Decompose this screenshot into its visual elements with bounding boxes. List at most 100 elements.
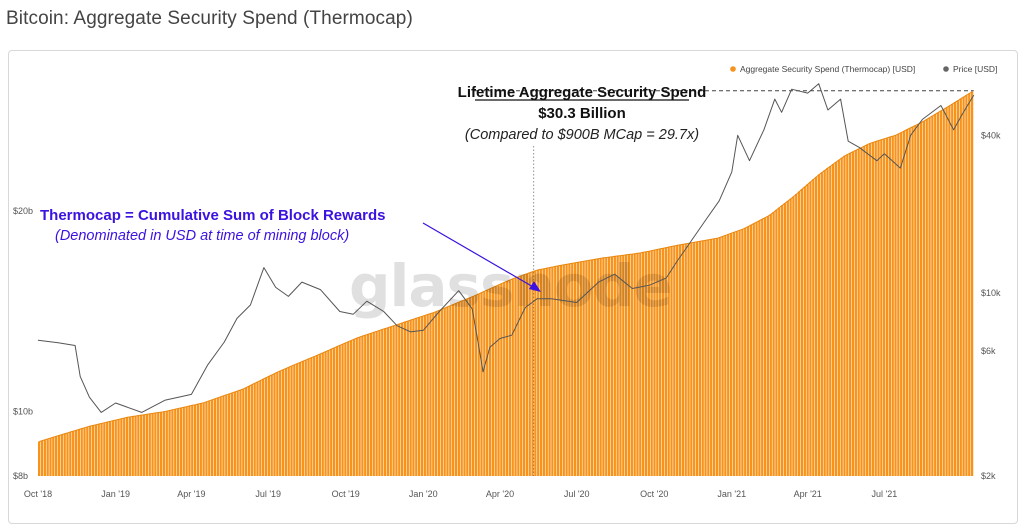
thermocap-bar (846, 154, 849, 476)
thermocap-bar (259, 380, 262, 476)
x-tick-label: Apr '21 (794, 489, 822, 499)
thermocap-bar (307, 358, 310, 476)
thermocap-bar (701, 240, 704, 476)
thermocap-bar (140, 415, 143, 476)
thermocap-bar (298, 362, 302, 476)
thermocap-bar (863, 146, 866, 476)
annotation-arrow (422, 222, 536, 289)
thermocap-bar (191, 405, 194, 476)
thermocap-bar (225, 394, 228, 476)
thermocap-bar (953, 102, 957, 476)
legend-price-swatch (943, 66, 949, 72)
thermocap-bar (602, 257, 605, 476)
thermocap-bar (267, 376, 270, 476)
thermocap-bar (880, 139, 883, 476)
thermocap-bar (375, 331, 378, 476)
thermocap-bar (474, 295, 477, 476)
thermocap-bar (959, 98, 962, 476)
thermocap-bar (891, 136, 894, 476)
thermocap-bar (366, 334, 370, 476)
thermocap-bar (562, 264, 565, 476)
thermocap-bar (182, 407, 185, 476)
thermocap-bar (321, 352, 324, 476)
thermocap-bar (684, 243, 687, 476)
thermocap-bar (800, 189, 804, 476)
thermocap-bar (341, 344, 344, 476)
thermocap-bar (157, 412, 160, 476)
thermocap-bar (463, 299, 466, 476)
thermocap-bar (264, 377, 268, 476)
thermocap-bar (372, 332, 375, 476)
thermocap-bar (57, 435, 61, 476)
thermocap-bar (253, 383, 256, 476)
thermocap-bar (134, 415, 137, 476)
thermocap-bar (531, 271, 534, 476)
thermocap-bar (571, 263, 574, 476)
thermocap-bar (868, 143, 872, 476)
thermocap-bar (364, 335, 367, 476)
thermocap-bar (772, 212, 775, 476)
thermocap-bar (349, 340, 353, 476)
thermocap-bar (866, 144, 869, 476)
right-axis-tick-label: $6k (981, 346, 996, 356)
thermocap-bar (806, 184, 809, 477)
thermocap-bar (573, 262, 577, 476)
thermocap-bar (324, 351, 327, 476)
thermocap-bar (148, 413, 151, 476)
thermocap-bar (554, 266, 557, 476)
thermocap-bar (400, 322, 404, 476)
thermocap-bar (435, 311, 438, 476)
thermocap-bar (644, 251, 648, 476)
thermocap-bar (676, 245, 679, 476)
thermocap-bar (202, 402, 205, 476)
right-axis-tick-label: $10k (981, 288, 1001, 298)
thermocap-bar (227, 393, 231, 476)
thermocap-bar (247, 385, 251, 476)
thermocap-bar (871, 142, 874, 476)
thermocap-bar (664, 247, 667, 476)
thermocap-bar (610, 256, 614, 476)
thermocap-bar (948, 105, 951, 477)
annotation-thermocap-title: Thermocap = Cumulative Sum of Block Rewa… (40, 207, 386, 224)
thermocap-bar (392, 325, 395, 476)
right-axis-ticks: $2k $6k $10k $40k (981, 130, 1001, 481)
thermocap-bar (857, 148, 860, 476)
right-axis-tick-label: $40k (981, 130, 1001, 140)
thermocap-edge-line (39, 91, 973, 442)
thermocap-bar (106, 421, 109, 476)
legend-thermocap-label: Aggregate Security Spend (Thermocap) [US… (740, 64, 915, 74)
thermocap-bar (318, 354, 322, 476)
thermocap-bar (117, 419, 120, 476)
thermocap-bar (154, 412, 157, 476)
thermocap-bar (77, 429, 80, 476)
thermocap-bar (823, 170, 826, 476)
thermocap-bar (673, 245, 676, 476)
thermocap-bar (196, 404, 200, 476)
thermocap-bar (449, 305, 452, 476)
thermocap-bar (63, 433, 66, 476)
thermocap-bar (114, 419, 117, 476)
thermocap-bar (693, 242, 696, 476)
thermocap-bar (834, 161, 838, 476)
thermocap-bar (55, 436, 58, 476)
x-tick-label: Jul '20 (564, 489, 590, 499)
thermocap-bar (593, 259, 597, 476)
thermocap-bar (457, 302, 460, 476)
thermocap-bar (406, 320, 409, 476)
thermocap-bar (596, 258, 599, 476)
thermocap-bar (919, 122, 923, 477)
thermocap-bar (452, 304, 455, 476)
x-axis-ticks: Oct '18 Jan '19 Apr '19 Jul '19 Oct '19 Jan '… (24, 489, 897, 499)
annotation-lifetime-title: Lifetime Aggregate Security Spend (458, 84, 707, 101)
thermocap-bar (727, 234, 730, 476)
thermocap-bar (120, 418, 123, 476)
thermocap-annotation: Thermocap = Cumulative Sum of Block Rewa… (40, 207, 541, 292)
thermocap-bar (551, 266, 554, 476)
thermocap-bar (755, 221, 758, 476)
thermocap-bar (928, 117, 931, 476)
thermocap-bar (313, 356, 316, 476)
thermocap-bar (344, 342, 347, 476)
thermocap-bar (900, 132, 903, 476)
thermocap-bar (908, 128, 911, 476)
thermocap-bar (347, 341, 350, 476)
